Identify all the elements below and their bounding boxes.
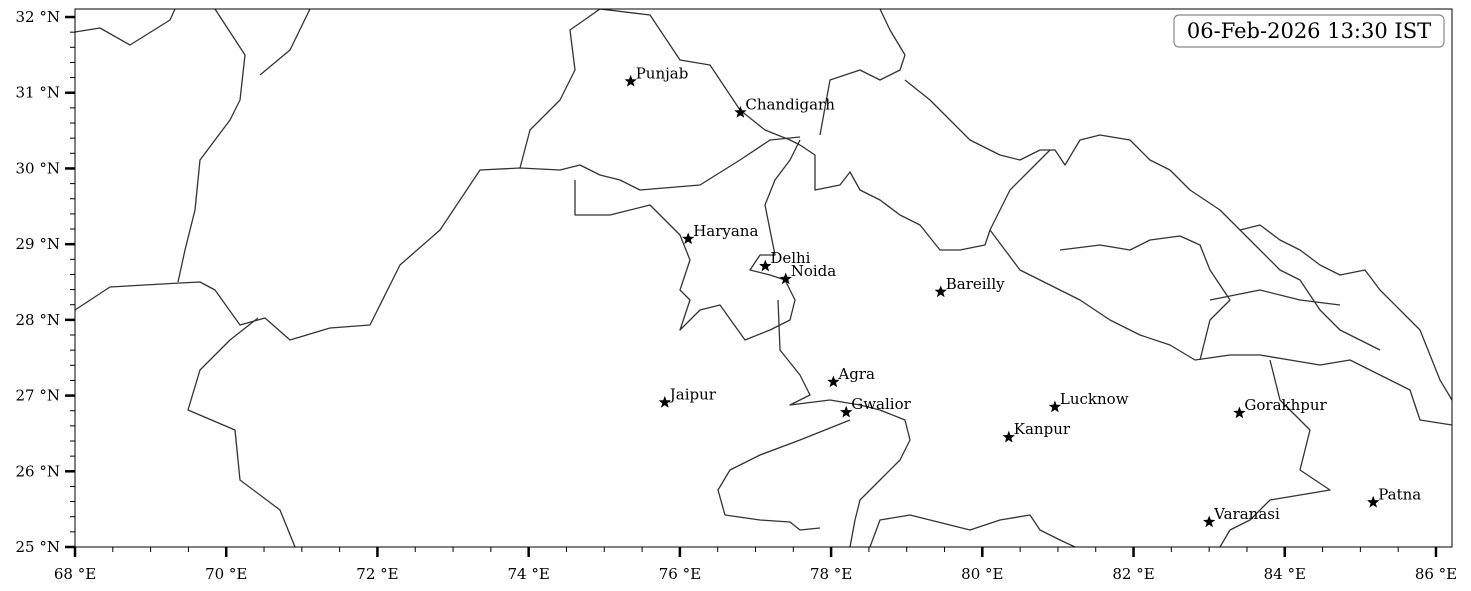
star-icon: [1002, 430, 1015, 443]
y-tick-label: 29 °N: [16, 235, 60, 253]
city-varanasi: Varanasi: [1203, 505, 1280, 528]
city-label: Agra: [837, 365, 875, 383]
boundary-line: [904, 79, 1452, 401]
x-tick-label: 68 °E: [54, 565, 96, 583]
boundary-line: [1239, 229, 1381, 351]
timestamp-title: 06-Feb-2026 13:30 IST: [1187, 19, 1431, 43]
boundary-line: [1219, 359, 1331, 547]
x-tick-label: 82 °E: [1112, 565, 1154, 583]
city-bareilly: Bareilly: [934, 275, 1005, 298]
city-patna: Patna: [1367, 485, 1421, 508]
boundary-line: [717, 419, 851, 531]
boundary-line: [799, 144, 1051, 251]
city-chandigarh: Chandigarh: [734, 95, 835, 118]
city-gorakhpur: Gorakhpur: [1233, 396, 1328, 419]
x-tick-label: 76 °E: [659, 565, 701, 583]
star-icon: [1048, 400, 1062, 413]
city-label: Delhi: [770, 249, 810, 267]
star-icon: [1233, 406, 1246, 419]
city-jaipur: Jaipur: [658, 385, 717, 408]
timestamp-box: 06-Feb-2026 13:30 IST: [1173, 14, 1445, 48]
city-kanpur: Kanpur: [1002, 420, 1071, 443]
axes: 68 °E 70 °E 72 °E 74 °E 76 °E 78 °E 80 °E 82 °E…: [16, 8, 1458, 583]
city-label: Bareilly: [946, 275, 1005, 293]
x-tick-label: 80 °E: [961, 565, 1003, 583]
boundary-line: [75, 9, 176, 46]
x-tick-label: 74 °E: [508, 565, 550, 583]
boundary-line: [187, 317, 296, 547]
city-haryana: Haryana: [682, 222, 758, 245]
city-label: Noida: [791, 262, 837, 280]
city-lucknow: Lucknow: [1048, 390, 1129, 413]
city-label: Lucknow: [1060, 390, 1129, 408]
boundary-line: [1209, 289, 1341, 306]
plot-frame: [74, 8, 1453, 548]
boundary-line: [574, 139, 801, 341]
city-gwalior: Gwalior: [840, 395, 912, 418]
x-tick-label: 84 °E: [1264, 565, 1306, 583]
city-label: Chandigarh: [745, 95, 835, 113]
plot-area: [75, 9, 1452, 547]
city-agra: Agra: [827, 365, 875, 388]
star-icon: [1367, 495, 1380, 508]
city-label: Patna: [1378, 485, 1421, 503]
city-label: Gorakhpur: [1244, 396, 1327, 414]
boundary-line: [519, 9, 741, 169]
star-icon: [759, 259, 772, 272]
y-tick-label: 27 °N: [16, 387, 60, 405]
boundary-line: [819, 9, 906, 136]
star-icon: [682, 232, 695, 245]
y-tick-label: 25 °N: [16, 538, 60, 556]
boundary-line: [177, 9, 246, 283]
boundary-line: [739, 109, 801, 146]
x-tick-label: 78 °E: [810, 565, 852, 583]
star-icon: [779, 272, 792, 285]
city-label: Kanpur: [1014, 420, 1071, 438]
city-label: Gwalior: [851, 395, 911, 413]
city-label: Varanasi: [1213, 505, 1280, 523]
y-tick-label: 30 °N: [16, 159, 60, 177]
x-tick-label: 72 °E: [356, 565, 398, 583]
boundary-line: [777, 299, 911, 547]
star-icon: [624, 74, 637, 87]
y-tick-label: 28 °N: [16, 311, 60, 329]
y-tick-label: 31 °N: [16, 84, 60, 102]
city-punjab: Punjab: [624, 64, 689, 87]
star-icon: [1203, 515, 1216, 528]
x-tick-label: 86 °E: [1415, 565, 1457, 583]
x-tick-label: 70 °E: [205, 565, 247, 583]
boundary-line: [989, 229, 1452, 426]
y-tick-label: 26 °N: [16, 462, 60, 480]
city-label: Punjab: [636, 64, 689, 82]
star-icon: [934, 285, 947, 298]
boundary-line: [75, 136, 801, 341]
star-icon: [827, 375, 840, 388]
star-icon: [734, 105, 747, 118]
star-icon: [840, 405, 853, 418]
boundary-line: [259, 9, 311, 76]
city-label: Haryana: [693, 222, 758, 240]
city-label: Jaipur: [668, 385, 717, 403]
boundary-line: [1059, 235, 1231, 361]
city-delhi: Delhi: [759, 249, 811, 272]
timestamp-frame: [1173, 14, 1445, 48]
city-noida: Noida: [779, 262, 837, 285]
star-icon: [658, 395, 671, 408]
boundary-line: [869, 514, 1076, 547]
boundaries: [75, 9, 1452, 547]
y-tick-label: 32 °N: [16, 8, 60, 26]
